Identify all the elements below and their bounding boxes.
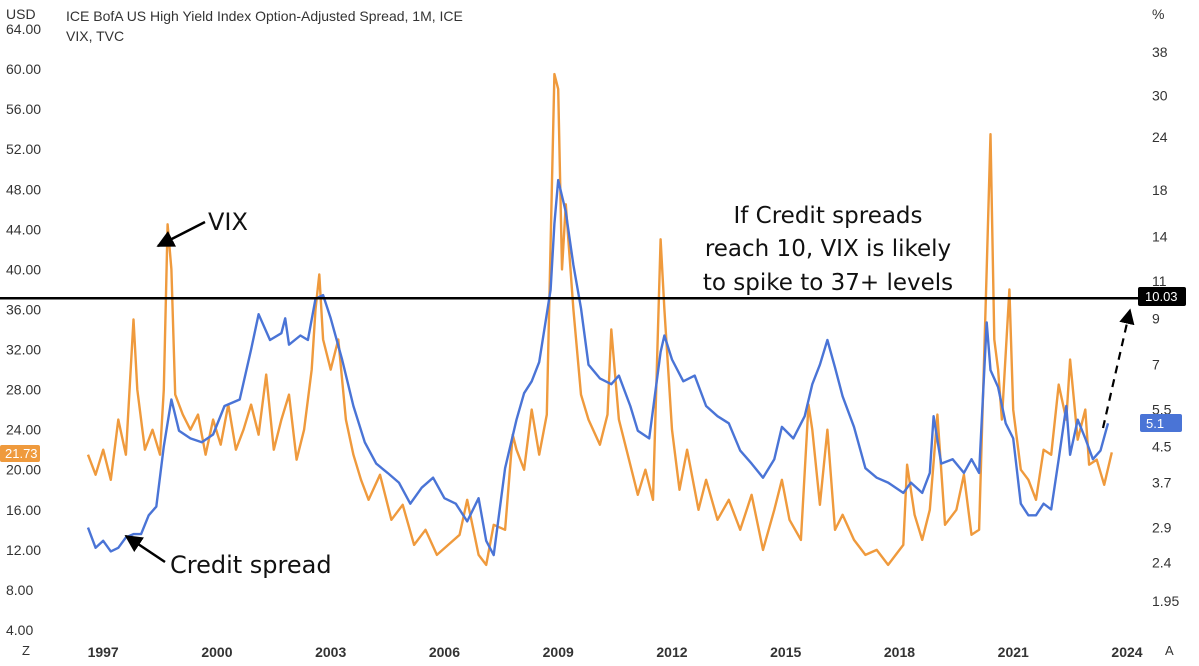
x-tick-label: 1997 bbox=[88, 644, 119, 660]
vix-value-tag-text: 21.73 bbox=[5, 446, 38, 461]
reference-value-tag bbox=[1138, 287, 1186, 306]
x-tick-label: 2009 bbox=[543, 644, 574, 660]
right-tick-label: 4.5 bbox=[1152, 438, 1172, 454]
chart-subtitle: VIX, TVC bbox=[66, 28, 124, 44]
timezone-button[interactable]: Z bbox=[22, 643, 30, 658]
left-tick-label: 32.00 bbox=[6, 342, 41, 358]
left-tick-label: 52.00 bbox=[6, 141, 41, 157]
credit-arrow bbox=[124, 534, 166, 564]
right-tick-label: 14 bbox=[1152, 229, 1168, 245]
x-tick-label: 2024 bbox=[1111, 644, 1142, 660]
x-tick-label: 2015 bbox=[770, 644, 801, 660]
left-tick-label: 64.00 bbox=[6, 21, 41, 37]
chart-title: ICE BofA US High Yield Index Option-Adju… bbox=[66, 8, 463, 24]
vix-value-tag bbox=[0, 445, 40, 462]
credit-spread-series-line bbox=[86, 178, 1110, 557]
right-tick-label: 1.95 bbox=[1152, 593, 1179, 609]
right-tick-label: 2.9 bbox=[1152, 520, 1172, 536]
x-tick-label: 2012 bbox=[656, 644, 687, 660]
x-tick-label: 2000 bbox=[201, 644, 232, 660]
right-tick-label: 11 bbox=[1152, 273, 1167, 289]
right-axis-unit: % bbox=[1152, 6, 1164, 22]
x-axis-ticks: 1997 2000 2003 2006 2009 2012 2015 2018 2021 2024 bbox=[88, 644, 1143, 660]
right-tick-label: 2.4 bbox=[1152, 555, 1172, 571]
left-tick-label: 48.00 bbox=[6, 181, 41, 197]
right-tick-label: 5.5 bbox=[1152, 401, 1172, 417]
right-tick-label: 30 bbox=[1152, 88, 1168, 104]
vix-series-line bbox=[86, 72, 1113, 567]
left-tick-label: 20.00 bbox=[6, 462, 41, 478]
reference-value-tag-text: 10.03 bbox=[1145, 289, 1178, 304]
left-tick-label: 16.00 bbox=[6, 502, 41, 518]
note-line-1: If Credit spreads bbox=[733, 203, 922, 229]
right-tick-label: 3.7 bbox=[1152, 475, 1172, 491]
right-tick-label: 38 bbox=[1152, 44, 1168, 60]
credit-value-tag-text: 5.1 bbox=[1146, 416, 1164, 431]
x-tick-label: 2021 bbox=[998, 644, 1029, 660]
projection-arrow bbox=[1101, 308, 1135, 429]
left-tick-label: 60.00 bbox=[6, 61, 41, 77]
left-tick-label: 28.00 bbox=[6, 382, 41, 398]
left-tick-label: 56.00 bbox=[6, 101, 41, 117]
left-tick-label: 8.00 bbox=[6, 582, 33, 598]
credit-annotation: Credit spread bbox=[170, 551, 332, 579]
left-tick-label: 36.00 bbox=[6, 301, 41, 317]
credit-value-tag bbox=[1140, 414, 1182, 432]
vix-arrow bbox=[156, 220, 206, 248]
left-axis-ticks: 64.00 60.00 56.00 52.00 48.00 44.00 40.00 36.00… bbox=[6, 21, 41, 638]
x-tick-label: 2006 bbox=[429, 644, 460, 660]
left-tick-label: 12.00 bbox=[6, 542, 41, 558]
left-tick-label: 4.00 bbox=[6, 622, 33, 638]
right-tick-label: 9 bbox=[1152, 310, 1160, 326]
x-tick-label: 2003 bbox=[315, 644, 346, 660]
left-axis-unit: USD bbox=[6, 6, 36, 22]
auto-scale-button[interactable]: A bbox=[1165, 643, 1174, 658]
note-line-3: to spike to 37+ levels bbox=[703, 270, 953, 296]
right-tick-label: 7 bbox=[1152, 357, 1160, 373]
right-axis-ticks: 38 30 24 18 14 11 9 7 5.5 4.5 3.7 2.9 2.4 1.95 bbox=[1152, 44, 1179, 609]
left-tick-label: 44.00 bbox=[6, 221, 41, 237]
note-line-2: reach 10, VIX is likely bbox=[705, 236, 951, 262]
left-tick-label: 24.00 bbox=[6, 422, 41, 438]
x-tick-label: 2018 bbox=[884, 644, 915, 660]
vix-annotation: VIX bbox=[208, 208, 248, 236]
left-tick-label: 40.00 bbox=[6, 261, 41, 277]
right-tick-label: 24 bbox=[1152, 129, 1168, 145]
right-tick-label: 18 bbox=[1152, 182, 1168, 198]
